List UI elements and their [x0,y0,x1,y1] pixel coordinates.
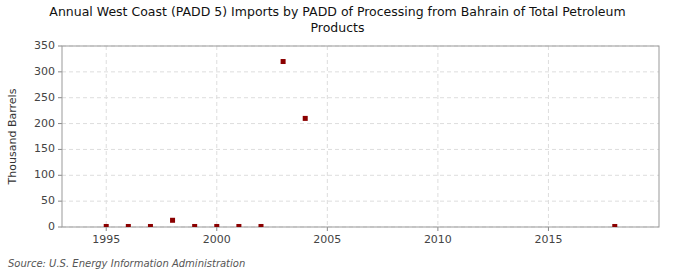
y-tick-label: 200 [34,117,55,130]
point [236,224,241,227]
x-tick [437,227,438,231]
point [104,224,109,227]
point [214,224,219,227]
point [126,224,131,227]
x-tick-label: 2010 [424,233,452,246]
y-tick [58,46,62,47]
x-tick-label: 2015 [534,233,562,246]
point [259,224,264,227]
y-tick-label: 250 [34,91,55,104]
y-tick [58,123,62,124]
y-grid-line [62,201,659,202]
source-note: Source: U.S. Energy Information Administ… [8,258,245,269]
y-tick [58,71,62,72]
point [192,224,197,227]
y-grid-line [62,123,659,124]
x-grid-line [437,46,438,227]
x-grid-line [106,46,107,227]
y-tick-label: 150 [34,142,55,155]
y-tick-label: 0 [48,220,55,233]
y-grid-line [62,71,659,72]
x-tick-label: 1995 [92,233,120,246]
y-grid-line [62,149,659,150]
y-tick-label: 100 [34,168,55,181]
point [612,224,617,227]
point [170,218,175,223]
x-grid-line [327,46,328,227]
x-tick-label: 2005 [313,233,341,246]
y-tick-label: 350 [34,39,55,52]
y-tick [58,175,62,176]
point [281,59,286,64]
y-grid-line [62,175,659,176]
point [148,224,153,227]
y-tick [58,97,62,98]
x-tick-label: 2000 [203,233,231,246]
title: Annual West Coast (PADD 5) Imports by PA… [49,4,625,35]
x-tick [216,227,217,231]
x-tick [548,227,549,231]
plot-area [62,46,659,227]
x-grid-line [216,46,217,227]
y-tick [58,201,62,202]
y-tick-label: 50 [41,194,55,207]
grid [62,46,659,227]
y-grid-line [62,97,659,98]
x-grid-line [548,46,549,227]
chart: 0 50 100 150 200 250 300 350 1995 2000 2005 2010 201… [0,0,675,275]
x-tick [327,227,328,231]
y-tick-label: 300 [34,65,55,78]
y-tick [58,149,62,150]
x-tick [106,227,107,231]
point [303,116,308,121]
points [104,59,618,227]
y-tick [58,227,62,228]
plot-frame [62,46,659,227]
y-axis-label: Thousand Barrels [6,88,19,185]
